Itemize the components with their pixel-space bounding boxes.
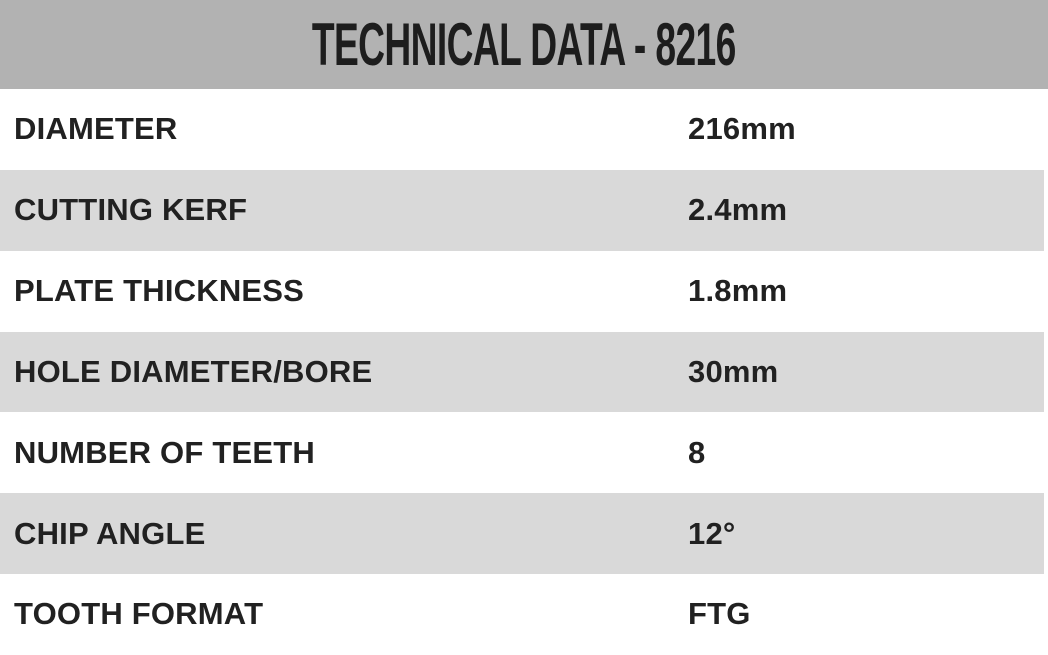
row-label: HOLE DIAMETER/BORE [14, 353, 373, 389]
row-label: TOOTH FORMAT [14, 596, 264, 632]
row-value: FTG [688, 596, 751, 632]
table-row: NUMBER OF TEETH 8 [0, 412, 1048, 494]
row-value: 2.4mm [688, 192, 788, 228]
table-row: DIAMETER 216mm [0, 89, 1048, 170]
row-label: NUMBER OF TEETH [14, 434, 315, 470]
table-row: CUTTING KERF 2.4mm [0, 169, 1044, 251]
row-label: PLATE THICKNESS [14, 273, 305, 309]
table-row: TOOTH FORMAT FTG [0, 574, 1048, 655]
row-label: DIAMETER [14, 111, 178, 147]
row-label: CHIP ANGLE [14, 515, 206, 551]
table-row: HOLE DIAMETER/BORE 30mm [0, 331, 1044, 413]
table-row: CHIP ANGLE 12° [0, 493, 1044, 575]
spec-table: DIAMETER 216mm CUTTING KERF 2.4mm PLATE … [0, 89, 1048, 655]
table-row: PLATE THICKNESS 1.8mm [0, 250, 1048, 332]
row-value: 12° [688, 515, 736, 551]
row-value: 8 [688, 434, 706, 470]
row-value: 1.8mm [688, 273, 788, 309]
row-label: CUTTING KERF [14, 192, 248, 228]
page-title: TECHNICAL DATA - 8216 [312, 10, 736, 78]
table-header: TECHNICAL DATA - 8216 [0, 0, 1048, 89]
row-value: 216mm [688, 111, 796, 147]
row-value: 30mm [688, 353, 779, 389]
